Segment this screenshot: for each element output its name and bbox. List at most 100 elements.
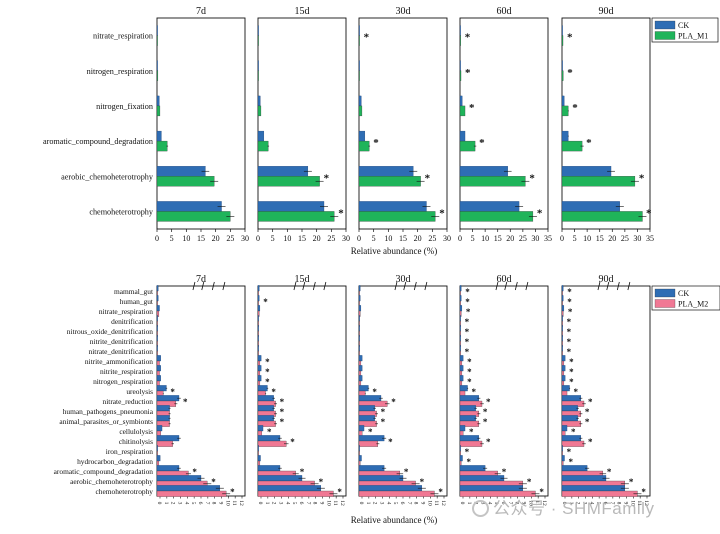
- x-tick-label: 10: [583, 234, 591, 243]
- bar-treatment: [358, 140, 370, 152]
- bar-ck: [561, 335, 563, 342]
- x-tick-label: 6: [197, 502, 203, 505]
- bar-ck: [358, 295, 361, 302]
- x-tick-label: 12: [541, 500, 547, 506]
- x-tick-label: 25: [327, 234, 335, 243]
- bar-ck: [358, 285, 361, 292]
- panel-frame: [156, 17, 246, 230]
- significance-asterisk: *: [486, 397, 491, 407]
- bar-ck: [358, 485, 423, 492]
- bar-ck: [459, 315, 461, 322]
- x-tick-label: 5: [190, 502, 196, 505]
- panel-title: 30d: [396, 274, 411, 285]
- axis-break-mark: [424, 281, 428, 291]
- bar-treatment: [257, 490, 334, 497]
- x-tick-label: 3: [177, 502, 183, 505]
- bar-ck: [358, 445, 360, 452]
- bar-ck: [358, 95, 362, 107]
- bar-ck: [561, 355, 566, 362]
- axis-break-mark: [312, 281, 316, 291]
- x-tick-label: 2: [170, 502, 176, 505]
- x-tick-label: 3: [582, 502, 588, 505]
- bar-ck: [459, 345, 461, 352]
- bar-ck: [156, 345, 158, 352]
- axis-break-mark: [606, 281, 610, 291]
- bar-ck: [459, 485, 524, 492]
- significance-asterisk: *: [230, 487, 235, 497]
- x-tick-label: 0: [256, 234, 260, 243]
- x-tick-label: 35: [646, 234, 654, 243]
- bar-ck: [156, 435, 180, 442]
- bar-ck: [561, 201, 620, 212]
- bar-ck: [358, 60, 360, 71]
- significance-asterisk: *: [586, 137, 592, 149]
- category-label: nitrate_respiration: [99, 307, 153, 316]
- bar-ck: [459, 375, 464, 382]
- significance-asterisk: *: [381, 417, 386, 427]
- panel-title: 7d: [196, 274, 206, 285]
- bar-ck: [358, 415, 375, 422]
- bar-ck: [257, 130, 265, 142]
- bar-treatment: [358, 211, 436, 222]
- x-tick-label: 35: [544, 234, 552, 243]
- x-tick-label: 7: [609, 502, 615, 505]
- significance-asterisk: *: [569, 377, 574, 387]
- bar-ck: [561, 365, 566, 372]
- bar-ck: [257, 335, 259, 342]
- legend-label: CK: [678, 21, 689, 30]
- significance-asterisk: *: [472, 387, 477, 397]
- axis-break-mark: [222, 281, 226, 291]
- bar-treatment: [257, 35, 259, 46]
- panel-title: 90d: [599, 6, 614, 17]
- x-tick-label: 9: [521, 502, 527, 505]
- bar-treatment: [156, 105, 161, 117]
- x-tick-label: 12: [643, 500, 649, 506]
- panel-title: 90d: [599, 274, 614, 285]
- significance-asterisk: *: [567, 347, 572, 357]
- bar-ck: [257, 375, 262, 382]
- bar-ck: [561, 305, 565, 312]
- category-label: chitinolysis: [119, 437, 153, 446]
- x-tick-label: 5: [372, 234, 376, 243]
- significance-asterisk: *: [465, 317, 470, 327]
- significance-asterisk: *: [467, 357, 472, 367]
- bar-ck: [561, 345, 563, 352]
- bar-ck: [561, 485, 626, 492]
- bar-treatment: [358, 35, 360, 46]
- bar-treatment: [561, 211, 643, 222]
- bar-ck: [156, 385, 167, 392]
- significance-asterisk: *: [368, 427, 373, 437]
- x-tick-label: 2: [372, 502, 378, 505]
- x-tick-label: 5: [271, 234, 275, 243]
- bar-ck: [257, 345, 259, 352]
- panel-frame: [459, 17, 549, 230]
- legend-swatch: [654, 288, 676, 298]
- legend-swatch: [654, 20, 676, 30]
- significance-asterisk: *: [465, 67, 471, 79]
- x-tick-label: 30: [241, 234, 249, 243]
- significance-asterisk: *: [438, 487, 443, 497]
- bar-ck: [257, 325, 259, 332]
- bar-ck: [156, 365, 161, 372]
- bar-treatment: [561, 70, 564, 81]
- bar-ck: [561, 455, 565, 462]
- significance-asterisk: *: [567, 337, 572, 347]
- significance-asterisk: *: [571, 427, 576, 437]
- significance-asterisk: *: [381, 407, 386, 417]
- category-label: hydrocarbon_degradation: [77, 457, 153, 466]
- legend-label: CK: [678, 289, 689, 298]
- x-tick-label: 20: [506, 234, 514, 243]
- x-tick-label: 15: [197, 234, 205, 243]
- bar-treatment: [257, 176, 320, 187]
- bar-treatment: [156, 310, 160, 317]
- x-tick-label: 0: [561, 502, 567, 505]
- significance-asterisk: *: [639, 172, 645, 184]
- bar-ck: [257, 475, 303, 482]
- significance-asterisk: *: [280, 407, 285, 417]
- significance-asterisk: *: [567, 297, 572, 307]
- x-tick-label: 20: [313, 234, 321, 243]
- bar-ck: [358, 435, 385, 442]
- x-tick-label: 9: [623, 502, 629, 505]
- bar-ck: [358, 425, 365, 432]
- significance-asterisk: *: [537, 207, 543, 219]
